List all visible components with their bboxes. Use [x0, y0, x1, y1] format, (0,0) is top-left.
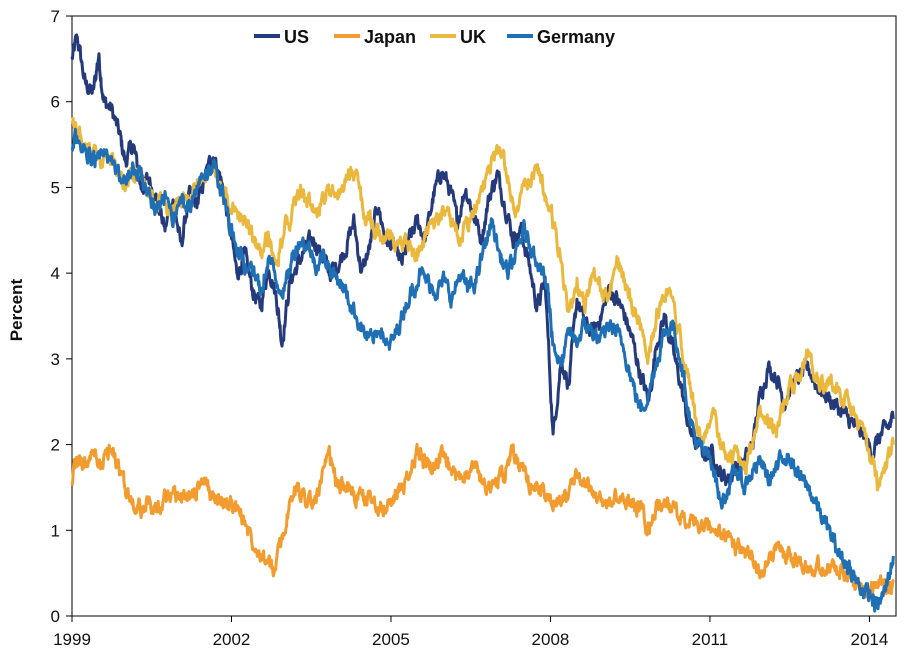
x-tick-label: 2011	[692, 630, 729, 649]
legend-label-uk: UK	[460, 27, 486, 47]
legend-label-japan: Japan	[364, 27, 416, 47]
y-tick-label: 1	[51, 521, 60, 540]
series-line-japan	[70, 442, 895, 599]
y-tick-label: 5	[51, 178, 60, 197]
legend: US Japan UK Germany	[254, 27, 615, 47]
axes: 0 1 2 3 4 5 6 7 1999 2002 2005 2008 2011 2014	[51, 7, 897, 649]
y-tick-label: 4	[51, 264, 60, 283]
x-tick-label: 2002	[213, 630, 251, 649]
series-line-uk	[70, 116, 895, 492]
series-lines	[70, 33, 895, 613]
x-tick-label: 2008	[532, 630, 570, 649]
y-tick-label: 0	[51, 607, 60, 626]
series-line-germany	[70, 127, 895, 613]
y-tick-label: 7	[51, 7, 60, 26]
x-tick-label: 1999	[53, 630, 91, 649]
y-tick-label: 6	[51, 93, 60, 112]
x-tick-label: 2014	[851, 630, 889, 649]
plot-area-frame	[71, 15, 897, 617]
x-tick-label: 2005	[372, 630, 410, 649]
y-tick-label: 3	[51, 350, 60, 369]
legend-label-germany: Germany	[537, 27, 615, 47]
legend-label-us: US	[284, 27, 309, 47]
y-tick-label: 2	[51, 436, 60, 455]
y-axis-title: Percent	[7, 278, 26, 341]
